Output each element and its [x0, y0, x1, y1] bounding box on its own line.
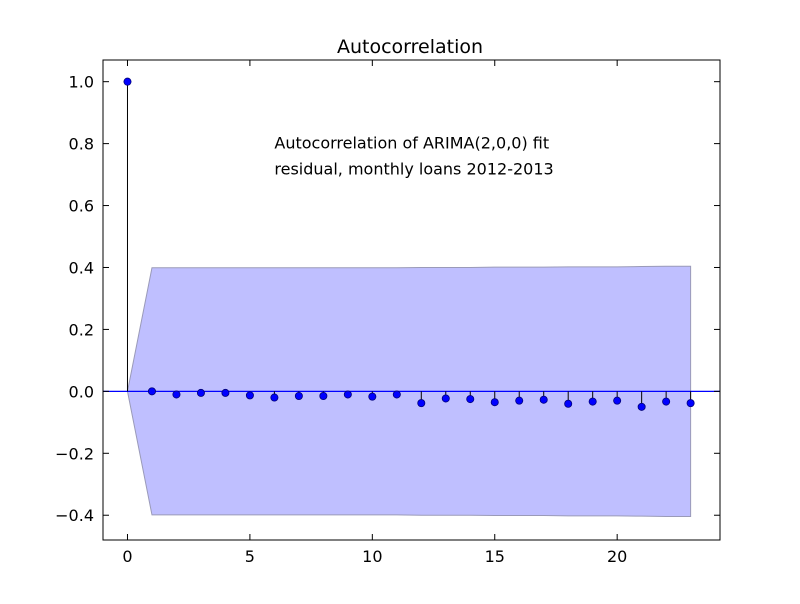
- marker-lag-14: [466, 395, 475, 404]
- x-tick-label: 10: [362, 547, 382, 566]
- marker-lag-21: [637, 402, 646, 411]
- x-tick-label: 15: [485, 547, 505, 566]
- y-tick-label: 1.0: [69, 73, 94, 92]
- marker-lag-7: [294, 391, 303, 400]
- axes-frame: [102, 59, 721, 541]
- marker-lag-1: [147, 387, 156, 396]
- marker-lag-22: [662, 397, 671, 406]
- chart-title: Autocorrelation: [337, 36, 483, 58]
- y-tick-label: 0.6: [69, 197, 94, 216]
- marker-lag-19: [588, 397, 597, 406]
- marker-lag-4: [221, 388, 230, 397]
- x-tick-label: 5: [245, 547, 255, 566]
- marker-lag-12: [417, 399, 426, 408]
- marker-lag-23: [686, 399, 695, 408]
- y-tick-label: 0.0: [69, 382, 94, 401]
- text-layer: Autocorrelation Autocorrelation of ARIMA…: [274, 36, 553, 179]
- marker-lag-6: [270, 393, 279, 402]
- y-tick-label: −0.4: [55, 506, 94, 525]
- marker-lag-8: [319, 391, 328, 400]
- marker-lag-16: [515, 396, 524, 405]
- marker-lag-5: [245, 391, 254, 400]
- annotation-line-1: Autocorrelation of ARIMA(2,0,0) fit: [274, 134, 549, 153]
- marker-lag-13: [441, 394, 450, 403]
- annotation-line-2: residual, monthly loans 2012-2013: [274, 160, 553, 179]
- marker-lag-2: [172, 390, 181, 399]
- x-tick-label: 20: [607, 547, 627, 566]
- marker-lag-9: [343, 390, 352, 399]
- y-tick-label: 0.8: [69, 135, 94, 154]
- y-tick-label: −0.2: [55, 444, 94, 463]
- marker-lag-17: [539, 395, 548, 404]
- marker-lag-15: [490, 398, 499, 407]
- y-tick-label: 0.4: [69, 258, 94, 277]
- marker-lag-20: [613, 396, 622, 405]
- marker-layer: [123, 77, 695, 411]
- x-tick-label: 0: [122, 547, 132, 566]
- marker-lag-3: [196, 388, 205, 397]
- marker-lag-10: [368, 392, 377, 401]
- marker-lag-0: [123, 77, 132, 86]
- y-tick-label: 0.2: [69, 320, 94, 339]
- axes-layer: 0 5 10 15 20 −0.4 −0.2 0.0 0.2 0.4 0.6 0.8 1.0: [55, 59, 721, 566]
- marker-lag-18: [564, 399, 573, 408]
- marker-lag-11: [392, 390, 401, 399]
